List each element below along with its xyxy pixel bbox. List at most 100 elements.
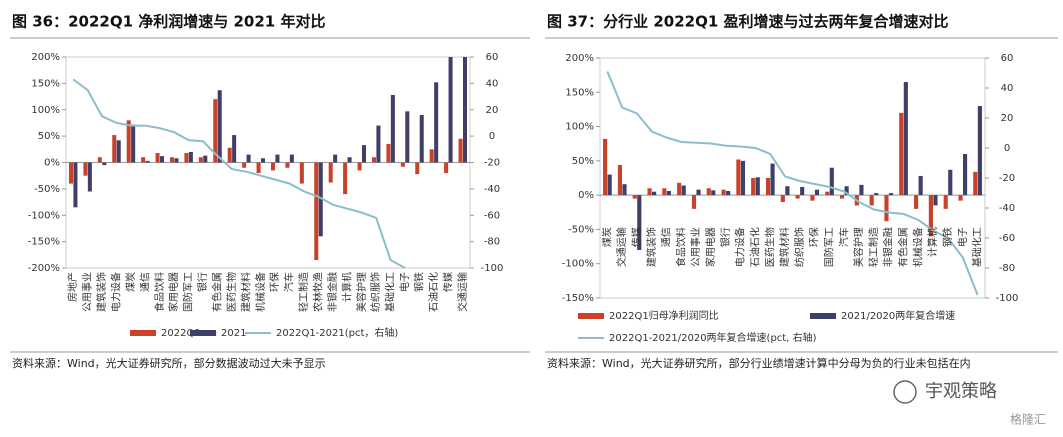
logo: [893, 380, 917, 404]
y-tick-label: -100%: [28, 210, 60, 221]
y-tick-label: 100%: [565, 122, 594, 133]
bar: [637, 195, 642, 250]
bar: [755, 177, 760, 196]
bar: [429, 149, 434, 163]
bar: [285, 162, 290, 168]
bar: [102, 162, 107, 166]
x-tick-label: 国防军工: [182, 272, 195, 312]
bar: [696, 189, 701, 196]
bar: [918, 175, 923, 196]
bar: [958, 195, 963, 201]
bar: [112, 135, 117, 163]
bar: [174, 158, 179, 163]
bar: [884, 195, 889, 222]
chart-title: 图 36：2022Q1 净利润增速与 2021 年对比: [12, 13, 325, 31]
bar: [948, 169, 953, 196]
bar: [198, 157, 203, 163]
x-tick-label: 汽车: [837, 227, 850, 247]
y-tick-label: -50%: [34, 184, 60, 195]
bar: [711, 190, 716, 196]
bar: [928, 195, 933, 237]
bar: [400, 162, 405, 167]
x-tick-label: 基础化工: [971, 227, 984, 267]
bar: [386, 144, 391, 163]
bar: [652, 191, 657, 196]
x-tick-label: 电力设备: [110, 272, 123, 312]
bar: [116, 140, 121, 163]
y2-tick-label: 0: [489, 131, 495, 142]
x-tick-label: 通信: [661, 227, 673, 247]
bar: [188, 151, 193, 163]
x-tick-label: 电子: [956, 227, 969, 247]
bar: [83, 162, 88, 176]
x-tick-label: 国防军工: [823, 227, 836, 267]
y2-tick-label: -100: [481, 263, 504, 274]
bar: [145, 160, 150, 163]
bar: [357, 162, 362, 171]
y-tick-label: 50%: [38, 131, 60, 142]
bar: [361, 145, 367, 163]
bar: [131, 124, 136, 163]
bar: [242, 162, 247, 168]
x-tick-label: 非银金融: [882, 227, 895, 267]
bar: [213, 99, 218, 163]
legend-swatch: [810, 313, 836, 319]
bar: [275, 154, 280, 163]
x-tick-label: 非银金融: [326, 272, 339, 312]
bar: [159, 156, 165, 163]
y-tick-label: -200%: [28, 263, 60, 274]
y-tick-label: 150%: [565, 87, 594, 98]
bar: [462, 57, 468, 163]
y-tick-label: -100%: [562, 259, 594, 270]
y-tick-label: 50%: [572, 156, 594, 167]
y-tick-label: -150%: [28, 237, 60, 248]
x-tick-label: 房地产: [66, 272, 79, 302]
line: [72, 78, 406, 269]
x-tick-label: 家用电器: [704, 227, 717, 267]
y2-tick-label: -80: [999, 263, 1015, 274]
bar: [825, 191, 830, 196]
bar: [415, 162, 420, 175]
bar: [390, 94, 395, 163]
x-tick-label: 机械设备: [254, 272, 267, 312]
x-tick-label: 美容护理: [355, 272, 368, 312]
bar: [289, 154, 294, 163]
legend-swatch: [130, 330, 156, 336]
bar: [899, 112, 904, 196]
bar: [751, 178, 756, 196]
bar: [371, 157, 377, 163]
bar: [740, 160, 746, 196]
bar: [736, 159, 741, 196]
bar: [256, 162, 261, 174]
y2-tick-label: -80: [484, 237, 500, 248]
bar: [203, 155, 208, 163]
bar: [874, 193, 879, 196]
legend-label: 2022Q1: [161, 328, 201, 339]
y2-tick-label: 0: [1004, 143, 1010, 154]
x-tick-label: 医药生物: [225, 272, 238, 312]
legend-label: 2022Q1归母净利润同比: [609, 309, 719, 322]
bar: [647, 188, 652, 196]
y2-tick-label: -60: [484, 210, 500, 221]
bar: [318, 162, 323, 237]
y2-tick-label: 60: [486, 52, 499, 63]
x-tick-label: 纺织服饰: [793, 227, 806, 267]
y-tick-label: 150%: [31, 78, 60, 89]
bar: [814, 189, 820, 196]
y-tick-label: -150%: [562, 293, 594, 304]
bar: [888, 193, 894, 196]
y2-tick-label: -20: [999, 173, 1015, 184]
x-tick-label: 食品饮料: [153, 272, 166, 312]
bar: [87, 162, 92, 192]
x-tick-label: 家用电器: [167, 272, 180, 312]
bar: [405, 111, 410, 163]
y2-tick-label: -100: [996, 293, 1019, 304]
bar: [844, 186, 849, 196]
x-tick-label: 环保: [808, 227, 821, 247]
x-tick-label: 钢铁: [941, 227, 954, 247]
x-tick-label: 建筑装饰: [645, 227, 658, 267]
bar: [126, 120, 131, 163]
x-tick-label: 计算机: [340, 272, 353, 302]
bar: [419, 115, 424, 163]
